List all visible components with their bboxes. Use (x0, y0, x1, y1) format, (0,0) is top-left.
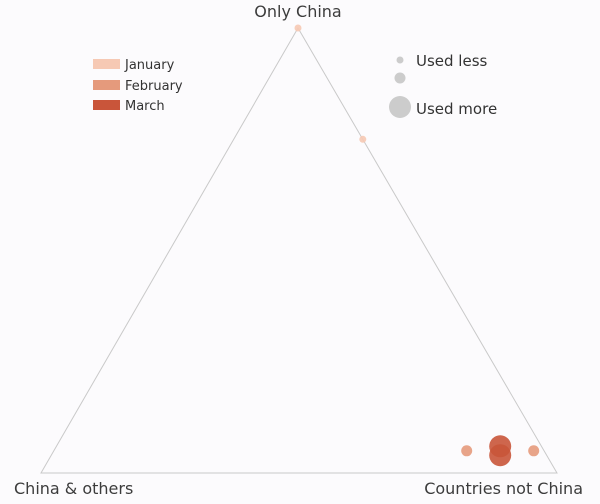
data-points (294, 24, 540, 467)
ternary-triangle (40, 27, 558, 474)
point-january-0 (294, 24, 302, 32)
size-legend: Used less Used more (389, 52, 497, 118)
legend-label-january: January (124, 58, 175, 73)
legend-label-march: March (125, 99, 165, 114)
point-february-1 (528, 445, 540, 457)
size-legend-label-less: Used less (416, 52, 488, 70)
legend-swatch-march (93, 100, 120, 110)
size-legend-circle-medium (394, 72, 406, 84)
left-axis-label: China & others (14, 479, 133, 498)
point-february-0 (461, 445, 473, 457)
size-legend-circle-large (389, 96, 411, 118)
point-january-1 (359, 135, 367, 143)
legend-swatch-january (93, 59, 120, 69)
size-legend-circle-small (396, 56, 404, 64)
series-legend: January February March (93, 58, 183, 114)
top-axis-label: Only China (254, 2, 341, 21)
size-legend-label-more: Used more (416, 100, 497, 118)
right-axis-label: Countries not China (424, 479, 583, 498)
legend-label-february: February (125, 79, 183, 94)
legend-swatch-february (93, 80, 120, 90)
point-march-1 (489, 444, 512, 467)
